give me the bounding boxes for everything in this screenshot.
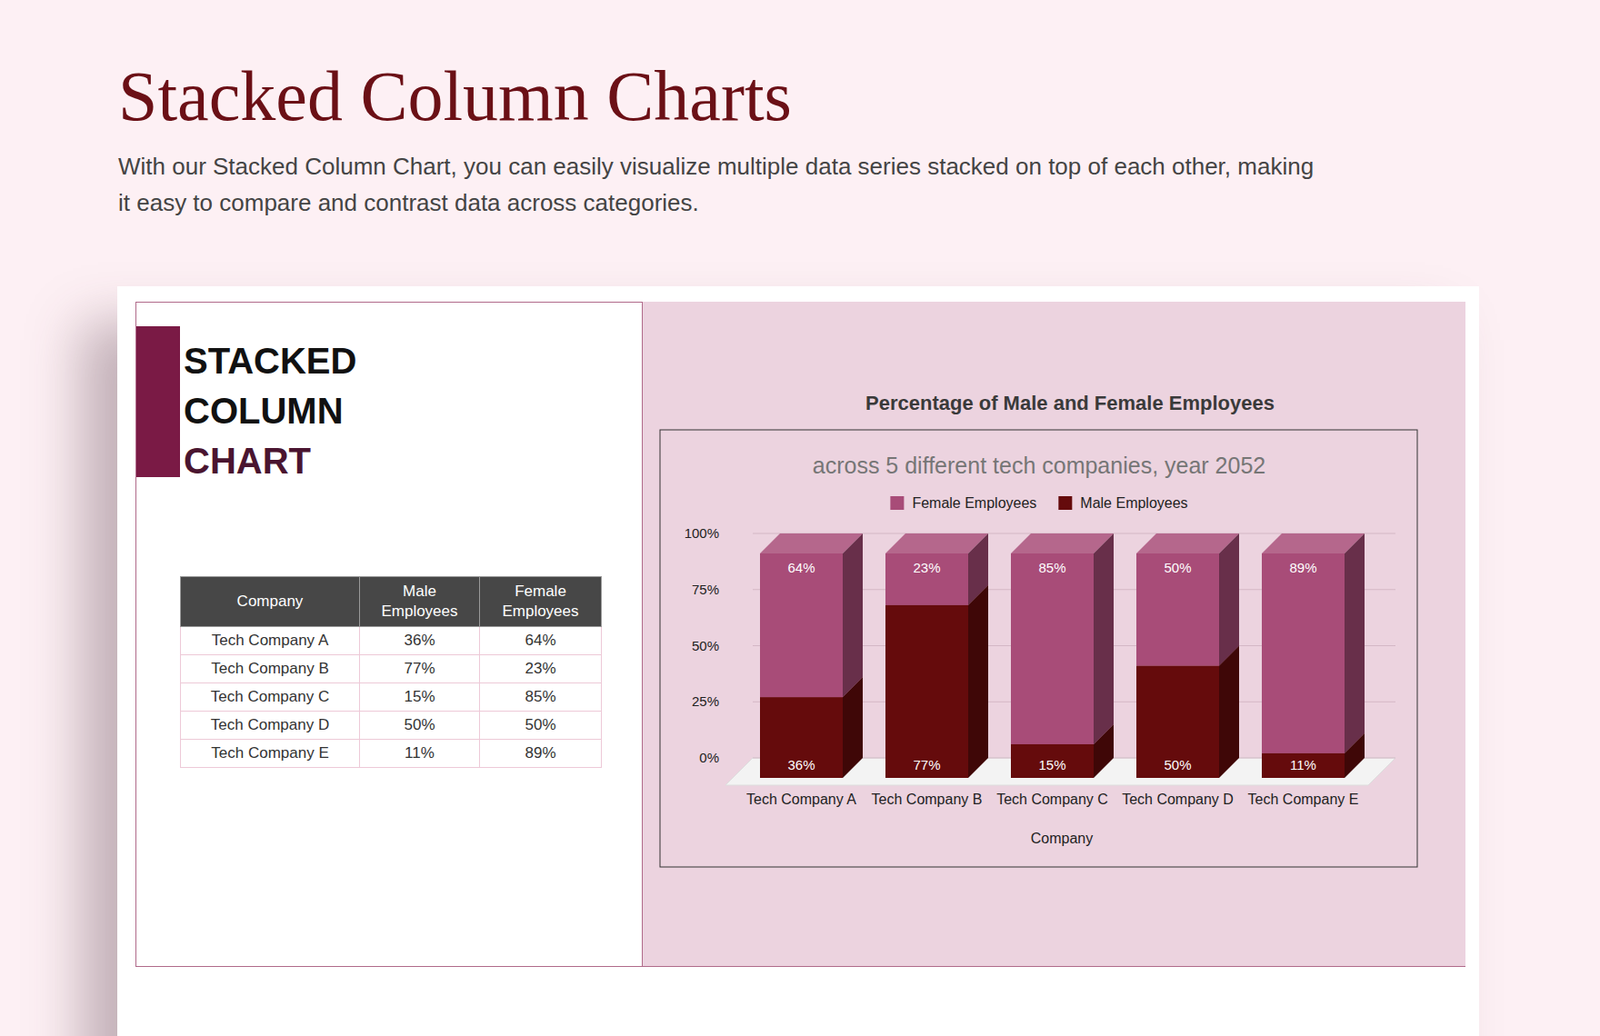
y-tick-label: 0% [699, 750, 720, 766]
table-cell: 89% [480, 740, 602, 769]
bar-side-face [1219, 533, 1240, 667]
y-tick-label: 50% [691, 638, 720, 654]
data-label: 23% [912, 560, 940, 576]
title-accent [136, 326, 180, 478]
table-cell: 64% [480, 627, 602, 656]
x-tick-label: Tech Company D [1121, 791, 1234, 808]
legend-label: Female Employees [911, 495, 1037, 511]
data-labels: 36% 64% 77% 23% 15% 85% 50% 50% 11% 89% [787, 560, 1317, 773]
table-cell: 77% [360, 655, 480, 684]
chart: Percentage of Male and Female Employees a… [0, 0, 1600, 1036]
data-label: 77% [912, 757, 940, 773]
table-row: Tech Company B77%23% [180, 655, 602, 684]
data-label: 64% [787, 560, 815, 576]
bar-side-face [1219, 646, 1240, 780]
data-label: 50% [1163, 560, 1191, 576]
bar-side-face [1093, 533, 1114, 745]
bar-segment [885, 605, 969, 779]
bar-segment [1136, 553, 1220, 667]
x-tick-label: Tech Company E [1248, 791, 1360, 808]
page-description: With our Stacked Column Chart, you can e… [118, 148, 1319, 221]
bar-segment [885, 553, 969, 606]
table-header-row: CompanyMale EmployeesFemale Employees [180, 577, 602, 628]
bar-segment [1261, 553, 1345, 754]
bar-side-face [968, 585, 989, 779]
data-label: 36% [787, 757, 815, 773]
table-cell: 15% [360, 683, 480, 712]
data-label: 50% [1163, 757, 1191, 773]
x-tick-label: Tech Company B [871, 791, 983, 808]
data-label: 85% [1038, 560, 1066, 576]
bar-segment [1261, 753, 1345, 779]
bars [760, 533, 1365, 779]
table-row: Tech Company E11%89% [180, 740, 602, 769]
data-label: 11% [1290, 757, 1317, 773]
legend-label: Male Employees [1080, 495, 1188, 511]
table-header-cell: Male Employees [360, 577, 480, 628]
table-header-cell: Female Employees [480, 577, 602, 628]
x-axis-title: Company [1030, 830, 1093, 847]
data-label: 89% [1289, 560, 1317, 576]
legend-swatch [890, 496, 904, 510]
card-title-line: STACKED [183, 336, 357, 387]
x-tick-label: Tech Company A [746, 791, 857, 808]
table-cell: 50% [360, 711, 480, 740]
page-title: Stacked Column Charts [118, 60, 792, 132]
x-tick-label: Tech Company C [996, 791, 1109, 808]
bar-segment [1010, 744, 1094, 779]
bar-side-face [1344, 533, 1365, 754]
data-label: 15% [1038, 757, 1066, 773]
table-cell: Tech Company C [180, 683, 360, 712]
table-row: Tech Company C15%85% [180, 683, 602, 712]
table-cell: 23% [480, 655, 602, 684]
table-cell: Tech Company E [180, 740, 360, 769]
table-cell: 85% [480, 683, 602, 712]
y-tick-label: 75% [691, 581, 720, 598]
bar-segment [760, 697, 843, 779]
bar-segment [760, 553, 843, 698]
bar-side-face [842, 533, 863, 698]
data-table: CompanyMale EmployeesFemale EmployeesTec… [180, 576, 602, 769]
chart-title: Percentage of Male and Female Employees [865, 391, 1275, 415]
table-row: Tech Company A36%64% [180, 627, 602, 656]
legend-swatch [1058, 496, 1072, 510]
bar-segment [1010, 553, 1094, 745]
y-tick-label: 25% [691, 693, 720, 710]
bar-side-face [968, 533, 989, 606]
bar-segment [1136, 666, 1220, 780]
legend: Female Employees Male Employees [890, 495, 1188, 511]
chart-subtitle: across 5 different tech companies, year … [812, 452, 1266, 479]
table-cell: Tech Company A [180, 627, 360, 656]
card-title-line: COLUMN [183, 386, 344, 437]
table-cell: 11% [360, 740, 480, 769]
table-cell: 50% [480, 711, 602, 740]
table-row: Tech Company D50%50% [180, 711, 602, 740]
y-tick-label: 100% [684, 525, 720, 541]
table-cell: Tech Company B [180, 655, 360, 684]
card-title-line: CHART [183, 436, 311, 487]
table-header-cell: Company [180, 577, 360, 628]
table-cell: Tech Company D [180, 711, 360, 740]
chart-frame [660, 430, 1418, 868]
table-cell: 36% [360, 627, 480, 656]
